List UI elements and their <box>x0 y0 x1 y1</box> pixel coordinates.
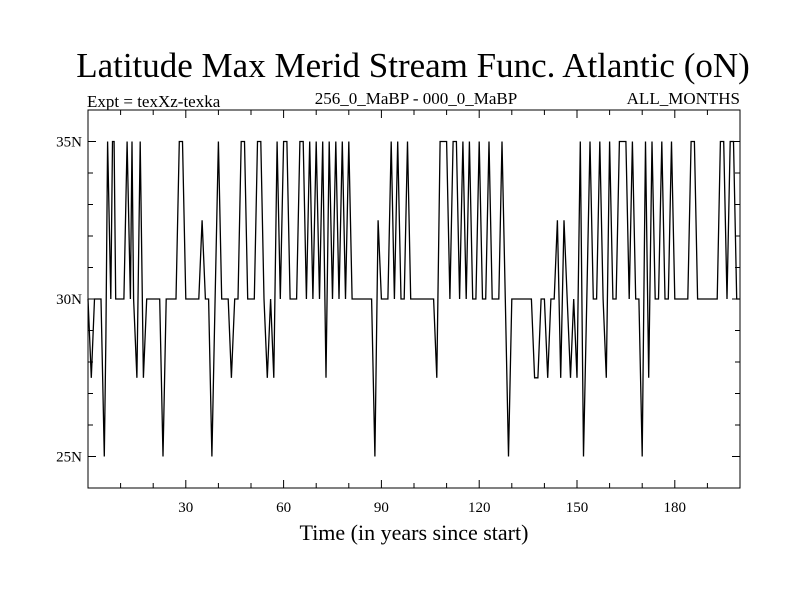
x-tick-label: 30 <box>178 500 193 516</box>
y-tick-label: 25N <box>56 450 82 466</box>
x-axis-label: Time (in years since start) <box>299 520 529 545</box>
x-tick-label: 90 <box>374 500 389 516</box>
y-tick-label: 30N <box>56 292 82 308</box>
y-tick-label: 35N <box>56 135 82 151</box>
experiment-label: Expt = texXz-texka <box>87 92 221 111</box>
x-tick-label: 180 <box>664 500 687 516</box>
time-range-label: 256_0_MaBP - 000_0_MaBP <box>314 89 518 108</box>
chart-title: Latitude Max Merid Stream Func. Atlantic… <box>76 46 750 85</box>
x-tick-label: 60 <box>276 500 291 516</box>
x-tick-label: 150 <box>566 500 589 516</box>
series-line <box>87 140 740 457</box>
x-tick-label: 120 <box>468 500 491 516</box>
months-label: ALL_MONTHS <box>626 89 740 108</box>
